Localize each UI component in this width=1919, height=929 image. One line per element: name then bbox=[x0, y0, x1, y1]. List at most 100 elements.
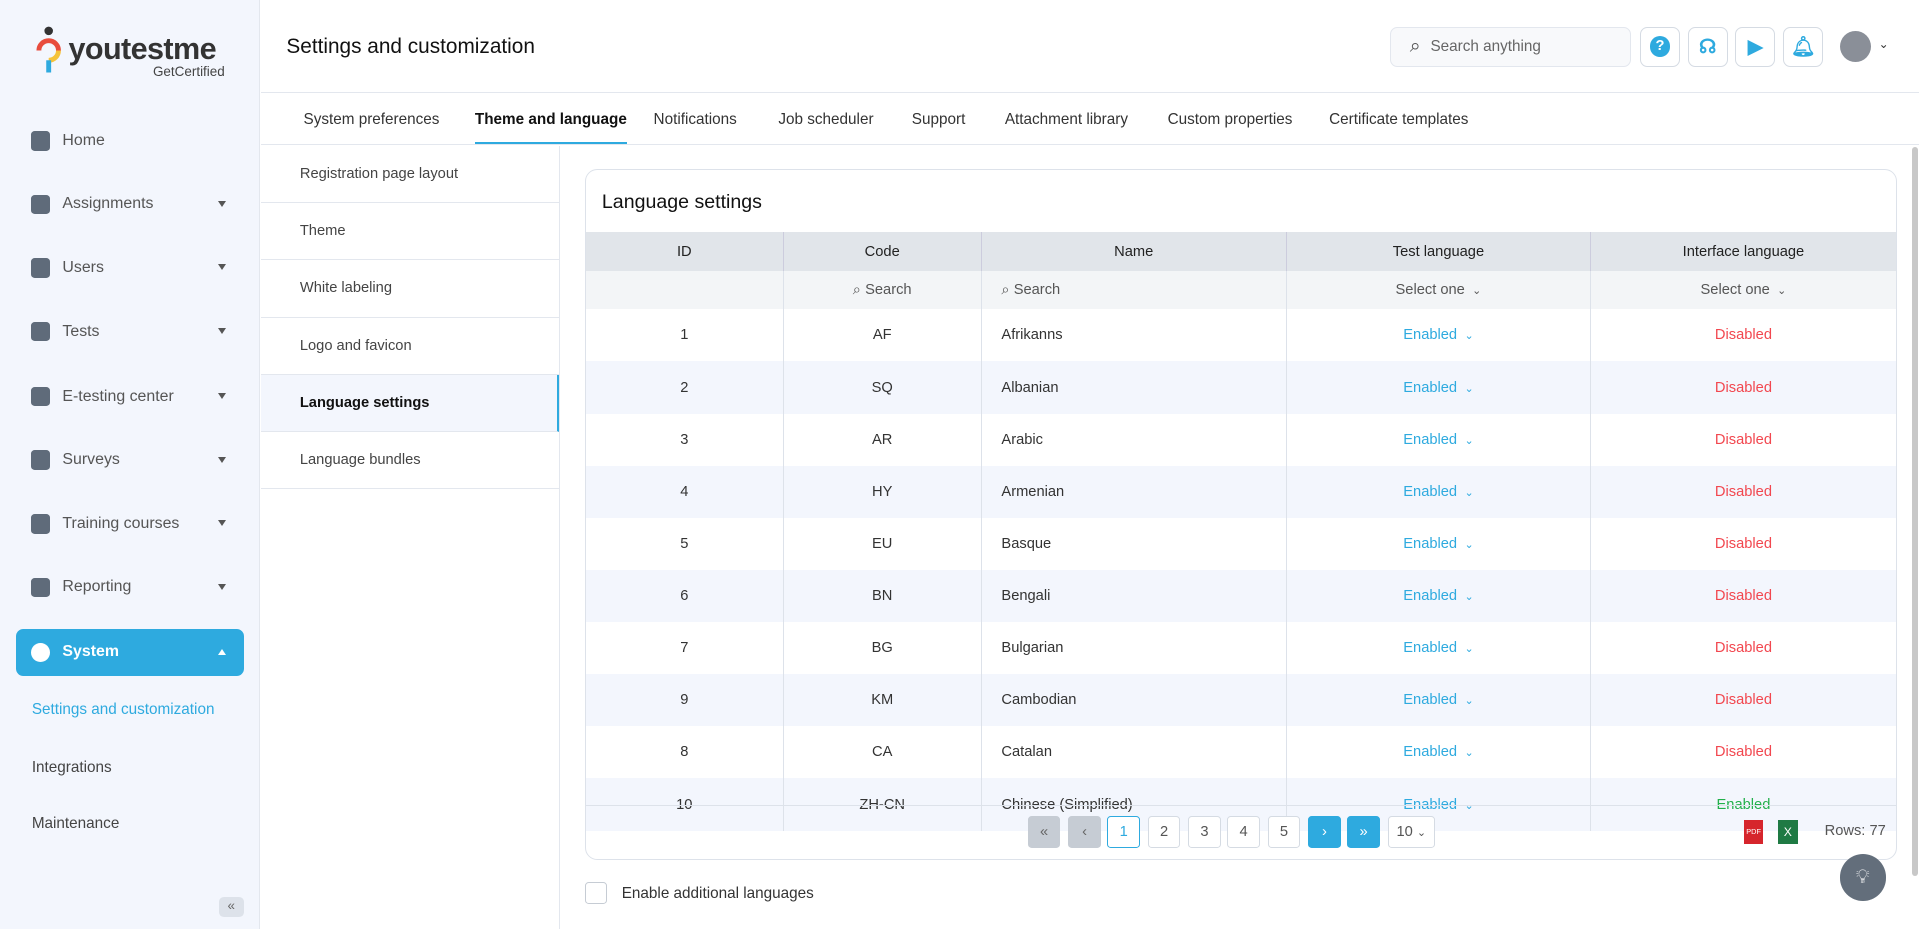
column-header-test-language[interactable]: Test language bbox=[1286, 232, 1592, 272]
cell-code: HY bbox=[783, 465, 982, 518]
test-language-value: Enabled bbox=[1403, 640, 1458, 657]
interface-language-status: Disabled bbox=[1590, 674, 1896, 727]
column-header-id[interactable]: ID bbox=[586, 232, 784, 272]
test-language-select[interactable]: Enabled ⌄ bbox=[1286, 517, 1592, 570]
tab-system-preferences[interactable]: System preferences bbox=[303, 111, 440, 129]
cell-name: Bengali bbox=[981, 569, 1287, 623]
tab-custom-properties[interactable]: Custom properties bbox=[1167, 111, 1293, 129]
help-button[interactable]: ? bbox=[1640, 26, 1680, 67]
logo[interactable]: youtestme GetCertified bbox=[34, 22, 230, 83]
prev-page-button[interactable]: ‹ bbox=[1068, 815, 1101, 849]
submenu-language-settings[interactable]: Language settings bbox=[260, 374, 560, 433]
bell-icon: 🔔︎ bbox=[1790, 35, 1816, 58]
page-size-select[interactable]: 10 ⌄ bbox=[1387, 815, 1435, 849]
submenu-registration-page-layout[interactable]: Registration page layout bbox=[260, 146, 560, 203]
next-page-button[interactable]: › bbox=[1308, 815, 1341, 849]
cell-code: KM bbox=[783, 674, 982, 727]
name-filter-input[interactable]: ⌕ Search bbox=[981, 271, 1287, 310]
sidebar-item-reporting[interactable]: Reporting bbox=[16, 564, 244, 611]
page-5-button[interactable]: 5 bbox=[1267, 815, 1301, 849]
test-language-value: Enabled bbox=[1403, 483, 1458, 500]
gear-icon bbox=[30, 642, 51, 663]
sidebar-item-assignments[interactable]: Assignments bbox=[16, 181, 244, 228]
code-filter-placeholder: Search bbox=[865, 282, 912, 299]
page-1-button[interactable]: 1 bbox=[1107, 815, 1140, 849]
sidebar-item-home[interactable]: Home bbox=[16, 117, 244, 164]
submenu-theme[interactable]: Theme bbox=[260, 203, 560, 261]
test-language-filter-value: Select one bbox=[1395, 282, 1465, 299]
interface-language-status: Enabled bbox=[1590, 778, 1896, 831]
test-language-select[interactable]: Enabled ⌄ bbox=[1286, 361, 1592, 414]
sidebar-item-users[interactable]: Users bbox=[16, 245, 244, 292]
tab-attachment-library[interactable]: Attachment library bbox=[1004, 111, 1128, 129]
rows-count: Rows: 77 bbox=[1824, 823, 1886, 840]
report-icon bbox=[30, 577, 51, 598]
enable-additional-languages-label: Enable additional languages bbox=[621, 884, 814, 902]
avatar[interactable] bbox=[1839, 30, 1872, 63]
table-row: 1 AF Afrikanns Enabled ⌄ Disabled bbox=[586, 309, 1896, 362]
trophy-icon bbox=[30, 514, 51, 534]
cell-name: Armenian bbox=[981, 465, 1287, 518]
enable-additional-languages-checkbox[interactable] bbox=[585, 882, 607, 904]
interface-language-status: Disabled bbox=[1590, 622, 1896, 675]
page-4-button[interactable]: 4 bbox=[1227, 815, 1260, 849]
sidebar-item-label: Reporting bbox=[62, 578, 132, 596]
tab-notifications[interactable]: Notifications bbox=[653, 111, 737, 129]
notifications-button[interactable]: 🔔︎ bbox=[1783, 26, 1824, 67]
sidebar-item-tests[interactable]: Tests bbox=[16, 308, 244, 355]
support-button[interactable]: ☊ bbox=[1687, 26, 1728, 67]
test-language-select[interactable]: Enabled ⌄ bbox=[1286, 465, 1592, 518]
test-language-select[interactable]: Enabled ⌄ bbox=[1286, 413, 1592, 466]
cell-code: AR bbox=[783, 413, 982, 466]
cell-id: 5 bbox=[586, 517, 784, 570]
sidebar-item-e-testing-center[interactable]: E-testing center bbox=[16, 373, 244, 420]
sidebar-item-surveys[interactable]: Surveys bbox=[16, 437, 244, 484]
tab-support[interactable]: Support bbox=[911, 111, 966, 129]
play-button[interactable]: ▶ bbox=[1735, 26, 1776, 67]
test-language-select[interactable]: Enabled ⌄ bbox=[1286, 622, 1592, 675]
submenu-logo-and-favicon[interactable]: Logo and favicon bbox=[260, 318, 560, 375]
column-header-name[interactable]: Name bbox=[981, 232, 1287, 272]
logo-icon bbox=[36, 26, 62, 73]
test-language-select[interactable]: Enabled ⌄ bbox=[1286, 569, 1592, 623]
column-header-interface-language[interactable]: Interface language bbox=[1590, 232, 1896, 272]
test-language-select[interactable]: Enabled ⌄ bbox=[1286, 726, 1592, 779]
chevron-down-icon[interactable]: ⌄ bbox=[1878, 36, 1889, 51]
submenu-white-labeling[interactable]: White labeling bbox=[260, 260, 560, 318]
tab-certificate-templates[interactable]: Certificate templates bbox=[1329, 111, 1469, 129]
cell-id: 2 bbox=[586, 361, 784, 414]
code-filter-input[interactable]: ⌕ Search bbox=[783, 271, 982, 310]
column-header-code[interactable]: Code bbox=[783, 232, 982, 272]
chevron-down-icon: ⌄ bbox=[1464, 434, 1474, 447]
subnav-settings-and-customization[interactable]: Settings and customization bbox=[31, 701, 215, 719]
pdf-export-icon[interactable]: PDF bbox=[1743, 819, 1764, 845]
tab-job-scheduler[interactable]: Job scheduler bbox=[778, 111, 874, 129]
last-page-button[interactable]: » bbox=[1347, 815, 1380, 849]
scrollbar[interactable] bbox=[1911, 146, 1918, 877]
subnav-maintenance[interactable]: Maintenance bbox=[31, 815, 120, 833]
page-3-button[interactable]: 3 bbox=[1188, 815, 1221, 849]
collapse-sidebar-button[interactable]: « bbox=[219, 897, 244, 917]
interface-language-filter-select[interactable]: Select one ⌄ bbox=[1590, 271, 1896, 310]
lightbulb-help-button[interactable]: 💡︎ bbox=[1839, 854, 1887, 901]
excel-export-icon[interactable]: X bbox=[1778, 819, 1798, 845]
logo-tagline: GetCertified bbox=[152, 63, 225, 79]
cell-code: BN bbox=[783, 569, 982, 623]
test-language-select[interactable]: Enabled ⌄ bbox=[1286, 674, 1592, 727]
sidebar-item-label: E-testing center bbox=[62, 387, 174, 405]
cell-code: AF bbox=[783, 309, 982, 362]
cell-id: 3 bbox=[586, 413, 784, 466]
first-page-button[interactable]: « bbox=[1027, 815, 1061, 849]
test-language-select[interactable]: Enabled ⌄ bbox=[1286, 309, 1592, 362]
tab-theme-and-language[interactable]: Theme and language bbox=[474, 93, 627, 144]
sidebar-item-system[interactable]: System bbox=[15, 629, 244, 676]
test-language-filter-select[interactable]: Select one ⌄ bbox=[1286, 271, 1592, 310]
table-row: 8 CA Catalan Enabled ⌄ Disabled bbox=[586, 726, 1896, 779]
page-2-button[interactable]: 2 bbox=[1147, 815, 1181, 849]
cell-id: 7 bbox=[586, 622, 784, 675]
submenu-language-bundles[interactable]: Language bundles bbox=[260, 432, 560, 490]
search-input[interactable]: ⌕ Search anything bbox=[1390, 26, 1631, 67]
table-row: 3 AR Arabic Enabled ⌄ Disabled bbox=[586, 413, 1896, 466]
sidebar-item-training-courses[interactable]: Training courses bbox=[16, 501, 244, 548]
subnav-integrations[interactable]: Integrations bbox=[31, 758, 112, 776]
